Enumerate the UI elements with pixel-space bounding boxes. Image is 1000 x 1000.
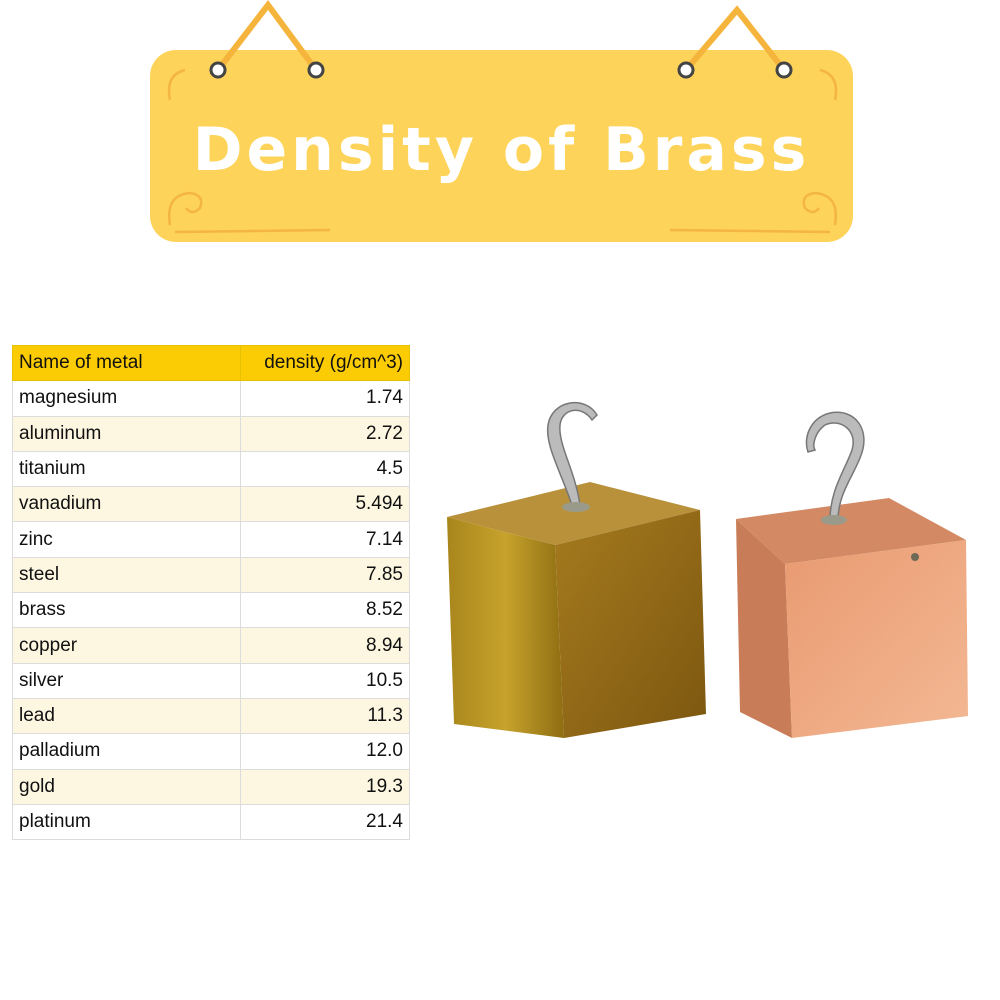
metal-name: gold <box>12 768 241 805</box>
table-row: lead 11.3 <box>12 697 410 735</box>
metal-name: magnesium <box>12 380 241 417</box>
table-row: aluminum 2.72 <box>12 415 410 452</box>
metal-name: silver <box>12 662 241 699</box>
table-row: titanium 4.5 <box>12 450 410 488</box>
metal-density: 11.3 <box>240 697 410 735</box>
copper-cube <box>736 411 968 738</box>
metal-density: 19.3 <box>240 768 410 805</box>
table-row: silver 10.5 <box>12 662 410 699</box>
sign-board <box>150 50 853 242</box>
table-row: gold 19.3 <box>12 768 410 805</box>
metal-name: palladium <box>12 733 241 770</box>
metal-name: zinc <box>12 521 241 558</box>
page-title: Density of Brass <box>192 115 811 185</box>
metal-name: titanium <box>12 450 241 488</box>
column-header-density: density (g/cm^3) <box>240 344 410 382</box>
table-row: platinum 21.4 <box>12 803 410 841</box>
table-row: vanadium 5.494 <box>12 486 410 523</box>
metal-name: copper <box>12 627 241 664</box>
sign-eyelets <box>209 61 793 79</box>
metal-name: platinum <box>12 803 241 841</box>
hook-icon <box>546 401 598 506</box>
hanging-sign <box>150 0 853 242</box>
sign-strings <box>215 0 787 73</box>
metal-density: 12.0 <box>240 733 410 770</box>
table-row: palladium 12.0 <box>12 733 410 770</box>
metal-name: vanadium <box>12 486 241 523</box>
metal-name: brass <box>12 592 241 629</box>
metal-density: 1.74 <box>240 380 410 417</box>
brass-cube <box>447 401 706 738</box>
table-header-row: Name of metal density (g/cm^3) <box>12 344 410 382</box>
hook-icon <box>805 411 865 521</box>
table-row: magnesium 1.74 <box>12 380 410 417</box>
metal-density: 7.14 <box>240 521 410 558</box>
metal-name: steel <box>12 556 241 594</box>
table-row: brass 8.52 <box>12 592 410 629</box>
metal-density: 10.5 <box>240 662 410 699</box>
table-row: steel 7.85 <box>12 556 410 594</box>
metal-density: 8.94 <box>240 627 410 664</box>
metal-density: 8.52 <box>240 592 410 629</box>
metal-name: aluminum <box>12 415 241 452</box>
metal-name: lead <box>12 697 241 735</box>
metal-density: 4.5 <box>240 450 410 488</box>
metal-density: 5.494 <box>240 486 410 523</box>
metal-density: 7.85 <box>240 556 410 594</box>
metal-density: 21.4 <box>240 803 410 841</box>
metal-density: 2.72 <box>240 415 410 452</box>
table-row: zinc 7.14 <box>12 521 410 558</box>
table-row: copper 8.94 <box>12 627 410 664</box>
sign-ornaments <box>167 68 838 234</box>
column-header-name: Name of metal <box>12 344 241 382</box>
density-table: Name of metal density (g/cm^3) magnesium… <box>12 344 410 841</box>
